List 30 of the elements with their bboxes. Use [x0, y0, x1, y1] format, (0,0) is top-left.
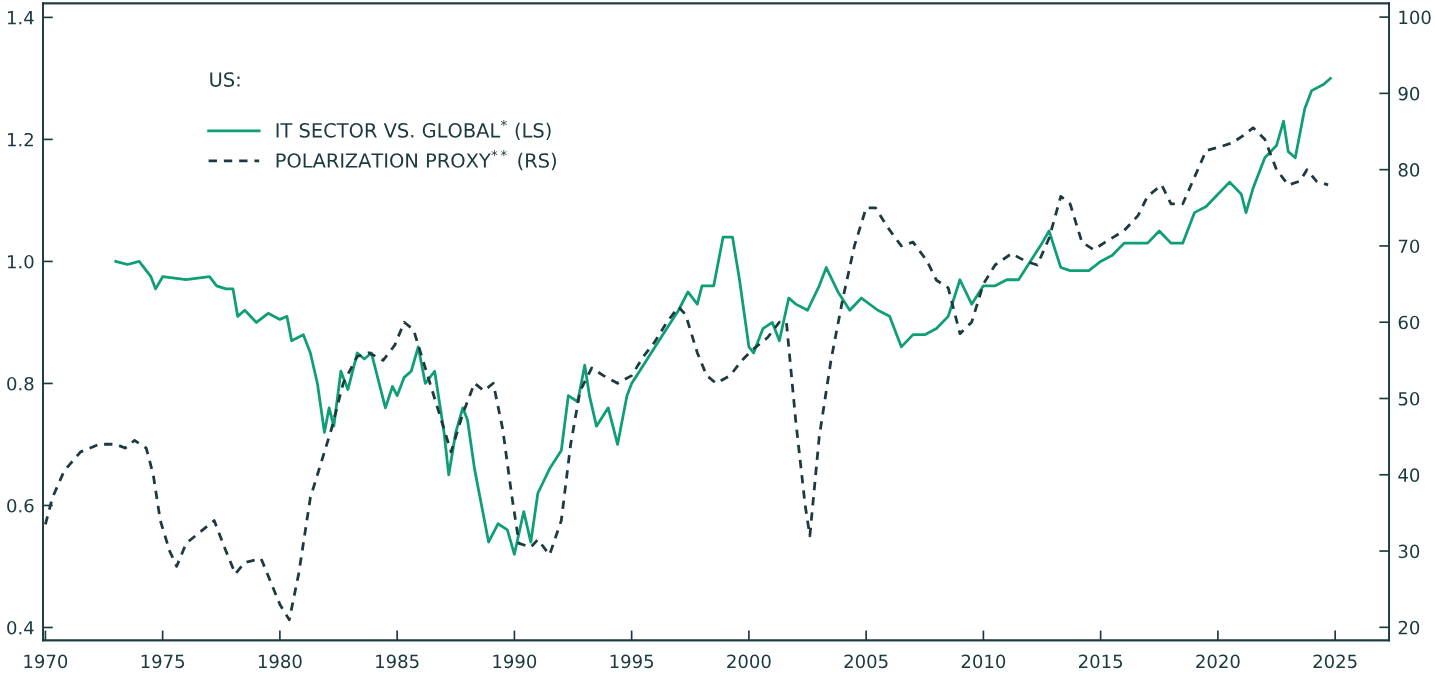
x-tick-label: 1970 [24, 654, 68, 669]
x-tick-label: 2020 [1196, 654, 1240, 669]
y-tick-label: 1.2 [7, 132, 33, 147]
legend-label: POLARIZATION PROXY$^{**}$ (RS) [276, 150, 556, 171]
y2-tick-label: 70 [1398, 239, 1420, 254]
y2-tick-label: 100 [1399, 10, 1431, 25]
legend-label: IT SECTOR VS. GLOBAL$^{*}$ (LS) [276, 119, 551, 140]
y2-tick-label: 30 [1398, 544, 1420, 559]
y2-tick-label: 80 [1398, 163, 1420, 177]
y-tick-label: 0.8 [7, 376, 34, 391]
y-tick-label: 0.6 [7, 498, 34, 513]
y2-tick-label: 50 [1398, 391, 1420, 406]
x-tick-label: 2005 [844, 654, 888, 669]
x-tick-label: 2000 [727, 654, 771, 669]
x-tick-label: 1995 [610, 654, 654, 669]
legend-title: US: [210, 72, 240, 87]
y2-tick-label: 20 [1398, 620, 1420, 635]
y-tick-label: 1.4 [7, 11, 34, 25]
x-tick-label: 1975 [141, 654, 185, 669]
x-tick-label: 2025 [1313, 654, 1357, 669]
y-tick-label: 1.0 [7, 254, 34, 269]
y-tick-label: 0.4 [7, 620, 34, 635]
x-tick-label: 2010 [961, 654, 1006, 669]
x-tick-label: 1980 [258, 654, 302, 669]
x-tick-label: 1985 [376, 654, 419, 669]
y2-tick-label: 90 [1398, 86, 1420, 101]
x-tick-label: 2015 [1078, 654, 1123, 669]
x-tick-label: 1990 [493, 654, 537, 669]
y2-tick-label: 40 [1398, 468, 1420, 482]
y2-tick-label: 60 [1398, 315, 1420, 330]
